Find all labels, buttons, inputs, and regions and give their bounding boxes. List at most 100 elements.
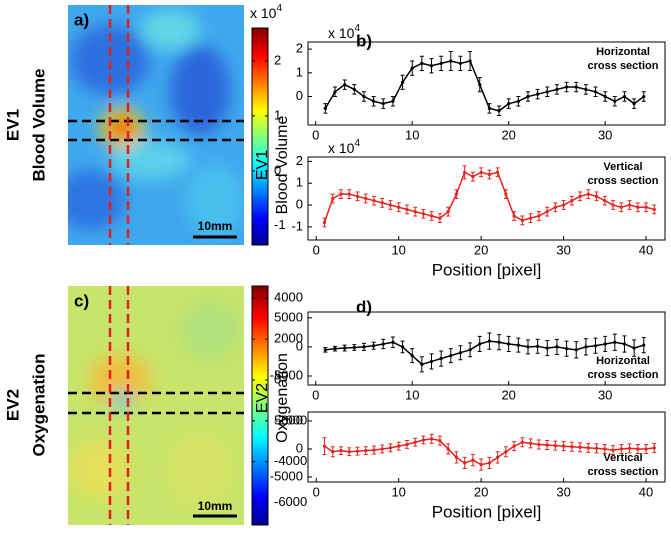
y-axis-label: Oxygenation [274, 353, 291, 443]
colorbar-tick-label: -1 [274, 217, 286, 232]
data-point [526, 94, 530, 99]
data-point [468, 59, 472, 63]
data-point [333, 90, 337, 94]
colorbar-tick-label: 1 [274, 107, 281, 122]
y-tick-label: 2 [296, 41, 303, 56]
data-point [420, 362, 424, 366]
data-point [479, 170, 483, 174]
data-point [449, 59, 453, 63]
data-point [496, 455, 500, 459]
data-point [516, 99, 520, 103]
data-point [497, 109, 501, 113]
x-tick-label: 10 [391, 484, 405, 499]
multiplier-exponent: 4 [354, 23, 360, 34]
multiplier-base: x 10 [328, 25, 355, 41]
data-point [380, 201, 384, 205]
data-point [381, 342, 385, 346]
data-point [574, 348, 578, 352]
data-point [479, 463, 483, 467]
x-axis-label: Position [pixel] [432, 260, 542, 279]
annotation: cross section [588, 175, 659, 187]
data-point [347, 192, 351, 196]
row-label: EV1 [3, 109, 22, 141]
data-point [622, 342, 627, 346]
data-point [536, 344, 540, 348]
data-point [471, 175, 475, 179]
data-point [420, 61, 424, 65]
data-point [611, 203, 615, 207]
data-point [603, 199, 607, 203]
y-tick-label: -5000 [270, 367, 303, 382]
colorbar-tick-label: 2 [274, 52, 281, 67]
data-point [632, 346, 636, 350]
y-tick-label: 5000 [274, 309, 303, 324]
data-point [536, 92, 540, 96]
data-point [516, 343, 520, 347]
row-label: Blood Volume [29, 68, 48, 181]
data-point [545, 90, 549, 94]
x-tick-label: 10 [405, 387, 419, 402]
data-point [355, 194, 360, 198]
y-tick-label: 0 [296, 196, 303, 211]
data-point [564, 85, 569, 89]
y-axis-label: EV2 [254, 383, 271, 413]
y-tick-label: 2 [296, 153, 303, 168]
data-point [512, 214, 516, 218]
panel-label: b) [356, 31, 372, 50]
data-point [586, 446, 590, 450]
data-point [446, 447, 450, 451]
data-point [471, 458, 475, 462]
data-point [636, 447, 640, 451]
y-tick-label: 0 [296, 440, 303, 455]
data-point [347, 450, 351, 454]
colorbar-tick-label: 2000 [274, 331, 303, 346]
data-point [463, 461, 467, 465]
x-tick-label: 0 [312, 387, 319, 402]
data-point [478, 83, 482, 87]
multiplier-exponent: 4 [354, 138, 360, 149]
data-point [380, 447, 384, 451]
y-tick-label: 5000 [274, 412, 303, 427]
x-tick-label: 30 [556, 242, 570, 257]
annotation: cross section [588, 60, 659, 72]
data-point [578, 445, 582, 449]
heatmap-a [68, 5, 244, 245]
data-point [504, 192, 508, 196]
y-tick-label: -1 [291, 218, 303, 233]
data-point [603, 342, 607, 346]
cross-section-lines [68, 5, 244, 525]
data-point [355, 449, 360, 453]
colorbar-c [252, 286, 268, 525]
data-point [561, 444, 566, 448]
y-tick-label: -5000 [270, 468, 303, 483]
data-point [512, 444, 516, 448]
data-point [644, 447, 648, 451]
y-tick-label: 0 [296, 338, 303, 353]
data-point [586, 192, 590, 196]
data-point [429, 359, 434, 364]
plot-area [307, 41, 666, 126]
data-point [430, 214, 434, 218]
data-point [468, 348, 472, 352]
multiplier-exponent: 4 [276, 3, 282, 14]
data-point [421, 438, 426, 442]
data-point [574, 85, 578, 89]
scale-bar-label: 10mm [198, 499, 233, 513]
data-point [537, 214, 541, 218]
x-axis-label: Position [pixel] [432, 502, 542, 521]
data-point [439, 61, 443, 65]
data-point [438, 216, 442, 220]
data-point [564, 347, 569, 351]
data-point [352, 345, 356, 350]
data-point [352, 87, 356, 92]
panel-label: d) [356, 297, 372, 316]
x-tick-label: 10 [391, 242, 405, 257]
x-tick-label: 40 [639, 242, 653, 257]
colorbar-tick-label: -6000 [274, 494, 307, 509]
data-point [613, 340, 617, 344]
x-tick-label: 10 [405, 127, 419, 142]
data-point [496, 170, 500, 174]
data-point [439, 356, 443, 361]
data-point [603, 94, 607, 99]
